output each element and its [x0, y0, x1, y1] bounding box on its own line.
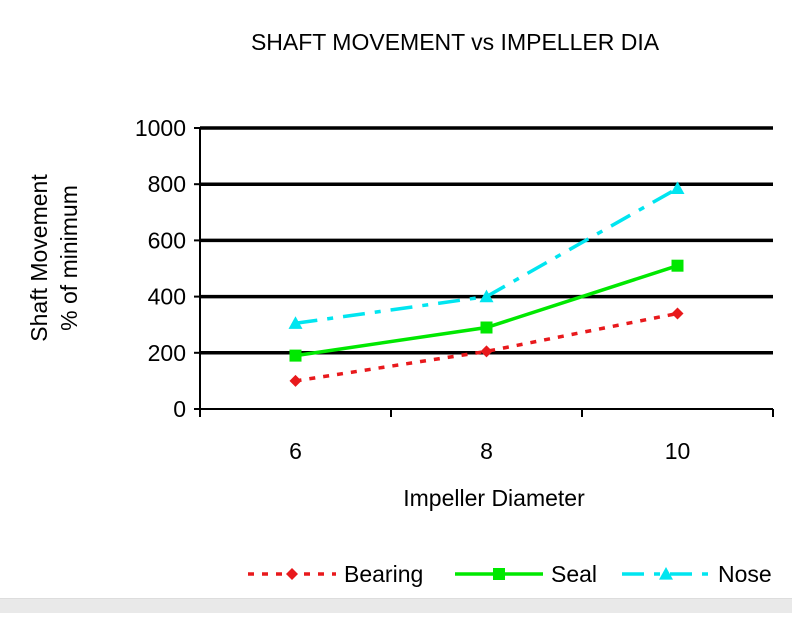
- legend-label-bearing: Bearing: [344, 561, 423, 587]
- legend: Bearing Seal Nose: [248, 561, 772, 587]
- chart-title: SHAFT MOVEMENT vs IMPELLER DIA: [251, 29, 660, 55]
- series-bearing: [289, 307, 684, 387]
- legend-marker-nose: [659, 567, 673, 580]
- y-axis-label: Shaft Movement % of minimum: [26, 174, 82, 342]
- data-point-bearing: [671, 307, 684, 320]
- x-tick-label: 6: [289, 438, 302, 464]
- y-axis-label-line-2: % of minimum: [56, 185, 82, 331]
- legend-label-nose: Nose: [718, 561, 772, 587]
- legend-item-seal: Seal: [455, 561, 597, 587]
- x-tick-label: 8: [480, 438, 493, 464]
- series-line-bearing: [295, 311, 678, 383]
- legend-label-seal: Seal: [551, 561, 597, 587]
- data-point-seal: [671, 259, 684, 272]
- y-tick-labels: 0 200 400 600 800 1000: [135, 115, 186, 422]
- series-nose: [288, 181, 685, 329]
- x-axis-label: Impeller Diameter: [403, 485, 585, 511]
- series-seal: [289, 259, 684, 362]
- bottom-strip: [0, 598, 792, 613]
- gridlines: [200, 126, 773, 355]
- series-group: [288, 181, 685, 387]
- legend-item-nose: Nose: [622, 561, 772, 587]
- x-tick-label: 10: [665, 438, 691, 464]
- data-point-seal: [289, 349, 302, 362]
- data-point-seal: [480, 321, 493, 334]
- x-tick-labels: 6 8 10: [289, 438, 690, 464]
- y-tick-label: 1000: [135, 115, 186, 141]
- data-point-bearing: [289, 374, 302, 387]
- y-axis-label-line-1: Shaft Movement: [26, 174, 52, 342]
- data-point-nose: [288, 316, 303, 329]
- data-point-nose: [670, 181, 685, 195]
- data-point-bearing: [480, 345, 493, 358]
- y-tick-label: 800: [148, 171, 186, 197]
- axes: [194, 127, 774, 417]
- y-tick-label: 400: [148, 284, 186, 310]
- y-tick-label: 200: [148, 340, 186, 366]
- y-tick-label: 600: [148, 227, 186, 253]
- legend-marker-bearing: [286, 568, 298, 580]
- series-line-nose: [295, 186, 679, 326]
- legend-marker-seal: [493, 568, 505, 580]
- legend-item-bearing: Bearing: [248, 561, 423, 587]
- data-point-nose: [479, 289, 494, 303]
- series-line-seal: [295, 264, 679, 358]
- y-tick-label: 0: [173, 396, 186, 422]
